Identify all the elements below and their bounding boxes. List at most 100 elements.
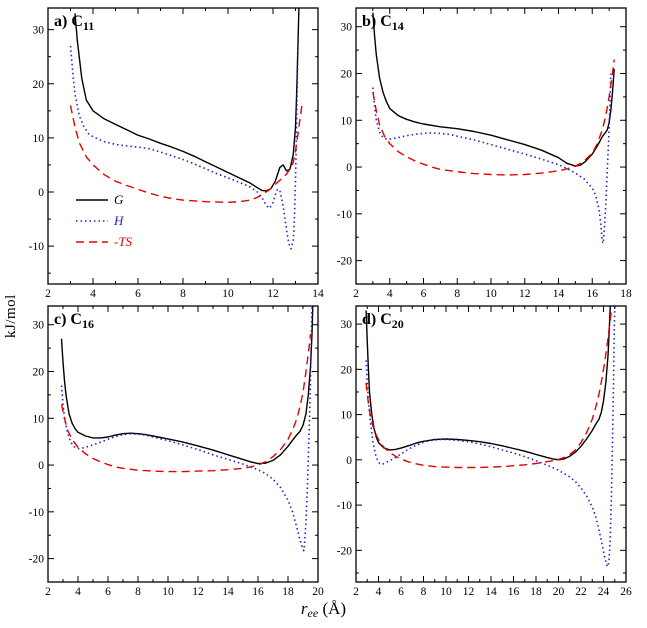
- plot-frame: [47, 305, 319, 583]
- x-axis-label-unit: (Å): [318, 599, 347, 618]
- panel-a: 2 4 6 8 10 12 14 -10 0 10 20 30 a) C11 G H -TS: [18, 4, 326, 302]
- svg-text:2: 2: [45, 288, 51, 300]
- legend-TS-label: -TS: [114, 234, 133, 249]
- svg-text:6: 6: [135, 288, 141, 300]
- svg-text:16: 16: [252, 586, 264, 598]
- x-axis-label-symbol: r: [300, 599, 308, 618]
- svg-text:10: 10: [33, 133, 45, 145]
- panel-label: b) C14: [362, 13, 404, 33]
- series-H-line: [60, 306, 313, 552]
- svg-text:-10: -10: [337, 209, 353, 221]
- svg-text:26: 26: [620, 586, 632, 598]
- svg-text:18: 18: [282, 586, 294, 598]
- svg-text:8: 8: [180, 288, 186, 300]
- svg-text:10: 10: [222, 288, 234, 300]
- svg-text:24: 24: [598, 586, 610, 598]
- plot-frame: [355, 7, 627, 285]
- svg-text:16: 16: [587, 288, 599, 300]
- tick-labels: 2 4 6 8 10 12 14 -10 0 10 20 30: [29, 25, 324, 300]
- svg-text:12: 12: [519, 288, 531, 300]
- series-TS-line: [69, 102, 303, 204]
- series-G-line: [372, 12, 615, 167]
- legend-G-label: G: [114, 192, 124, 207]
- svg-text:2: 2: [353, 586, 359, 598]
- plot-frame: [47, 7, 319, 285]
- svg-text:14: 14: [485, 586, 497, 598]
- svg-text:12: 12: [463, 586, 475, 598]
- svg-text:14: 14: [312, 288, 324, 300]
- plot-frame: [355, 305, 627, 583]
- svg-text:8: 8: [421, 586, 427, 598]
- svg-text:30: 30: [33, 320, 45, 332]
- svg-text:-20: -20: [29, 554, 45, 566]
- panel-c: 2 4 6 8 10 12 14 16 18 20 -20 -10 0 10 20 30 c) C16: [18, 302, 326, 600]
- svg-text:20: 20: [553, 586, 565, 598]
- tick-marks: [47, 8, 319, 284]
- svg-text:10: 10: [162, 586, 174, 598]
- svg-text:10: 10: [440, 586, 452, 598]
- svg-text:-10: -10: [337, 500, 353, 512]
- svg-text:4: 4: [90, 288, 96, 300]
- tick-marks: [47, 306, 319, 582]
- svg-text:0: 0: [346, 162, 352, 174]
- panel-b: 2 4 6 8 10 12 14 16 18 -20 -10 0 10 20 30 b) C14: [326, 4, 634, 302]
- svg-text:20: 20: [341, 364, 353, 376]
- svg-text:10: 10: [33, 413, 45, 425]
- series-H-line: [365, 306, 616, 568]
- svg-text:10: 10: [341, 410, 353, 422]
- svg-text:30: 30: [341, 22, 353, 34]
- series-TS-line: [372, 59, 615, 176]
- svg-text:10: 10: [485, 288, 497, 300]
- svg-text:6: 6: [105, 586, 111, 598]
- series-G-line: [60, 306, 314, 465]
- tick-marks: [355, 8, 627, 284]
- series-G-line: [74, 8, 300, 192]
- tick-marks: [355, 306, 627, 582]
- svg-text:2: 2: [45, 586, 51, 598]
- svg-text:-20: -20: [337, 545, 353, 557]
- series-TS-line: [365, 310, 613, 469]
- svg-text:18: 18: [530, 586, 542, 598]
- panel-label: d) C20: [362, 311, 404, 331]
- svg-text:0: 0: [38, 187, 44, 199]
- panel-c-svg: 2 4 6 8 10 12 14 16 18 20 -20 -10 0 10 20 30 c) C16: [29, 305, 324, 598]
- svg-text:22: 22: [575, 586, 587, 598]
- svg-text:12: 12: [267, 288, 279, 300]
- svg-text:10: 10: [341, 115, 353, 127]
- tick-labels: 2 4 6 8 10 12 14 16 18 20 -20 -10 0 10 20 30: [29, 320, 324, 598]
- panel-label: c) C16: [54, 311, 94, 331]
- svg-text:-20: -20: [337, 256, 353, 268]
- svg-text:20: 20: [33, 366, 45, 378]
- svg-text:18: 18: [620, 288, 632, 300]
- panel-d: 2 4 6 8 10 12 14 16 18 20 22 24 26 -20 -10 0 10 20 30 d) C2…: [326, 302, 634, 600]
- svg-text:6: 6: [398, 586, 404, 598]
- svg-text:4: 4: [376, 586, 382, 598]
- svg-text:-10: -10: [29, 507, 45, 519]
- svg-text:30: 30: [341, 319, 353, 331]
- svg-text:16: 16: [508, 586, 520, 598]
- svg-text:2: 2: [353, 288, 359, 300]
- svg-text:6: 6: [421, 288, 427, 300]
- svg-text:-10: -10: [29, 241, 45, 253]
- legend: GH -TS: [76, 192, 133, 249]
- svg-text:30: 30: [33, 25, 45, 37]
- svg-text:8: 8: [454, 288, 460, 300]
- series-H-line: [69, 45, 299, 250]
- series-G-line: [365, 306, 611, 461]
- svg-text:12: 12: [192, 586, 204, 598]
- svg-text:20: 20: [341, 68, 353, 80]
- svg-text:20: 20: [312, 586, 324, 598]
- svg-text:0: 0: [346, 455, 352, 467]
- svg-text:4: 4: [387, 288, 393, 300]
- x-axis-label-subscript: ee: [307, 606, 319, 620]
- series-TS-line: [60, 334, 312, 473]
- svg-text:4: 4: [75, 586, 81, 598]
- svg-text:20: 20: [33, 79, 45, 91]
- tick-labels: 2 4 6 8 10 12 14 16 18 -20 -10 0 10 20 30: [337, 22, 632, 300]
- legend-H-label: H: [113, 213, 124, 228]
- x-axis-label: ree (Å): [0, 599, 647, 621]
- svg-text:0: 0: [38, 460, 44, 472]
